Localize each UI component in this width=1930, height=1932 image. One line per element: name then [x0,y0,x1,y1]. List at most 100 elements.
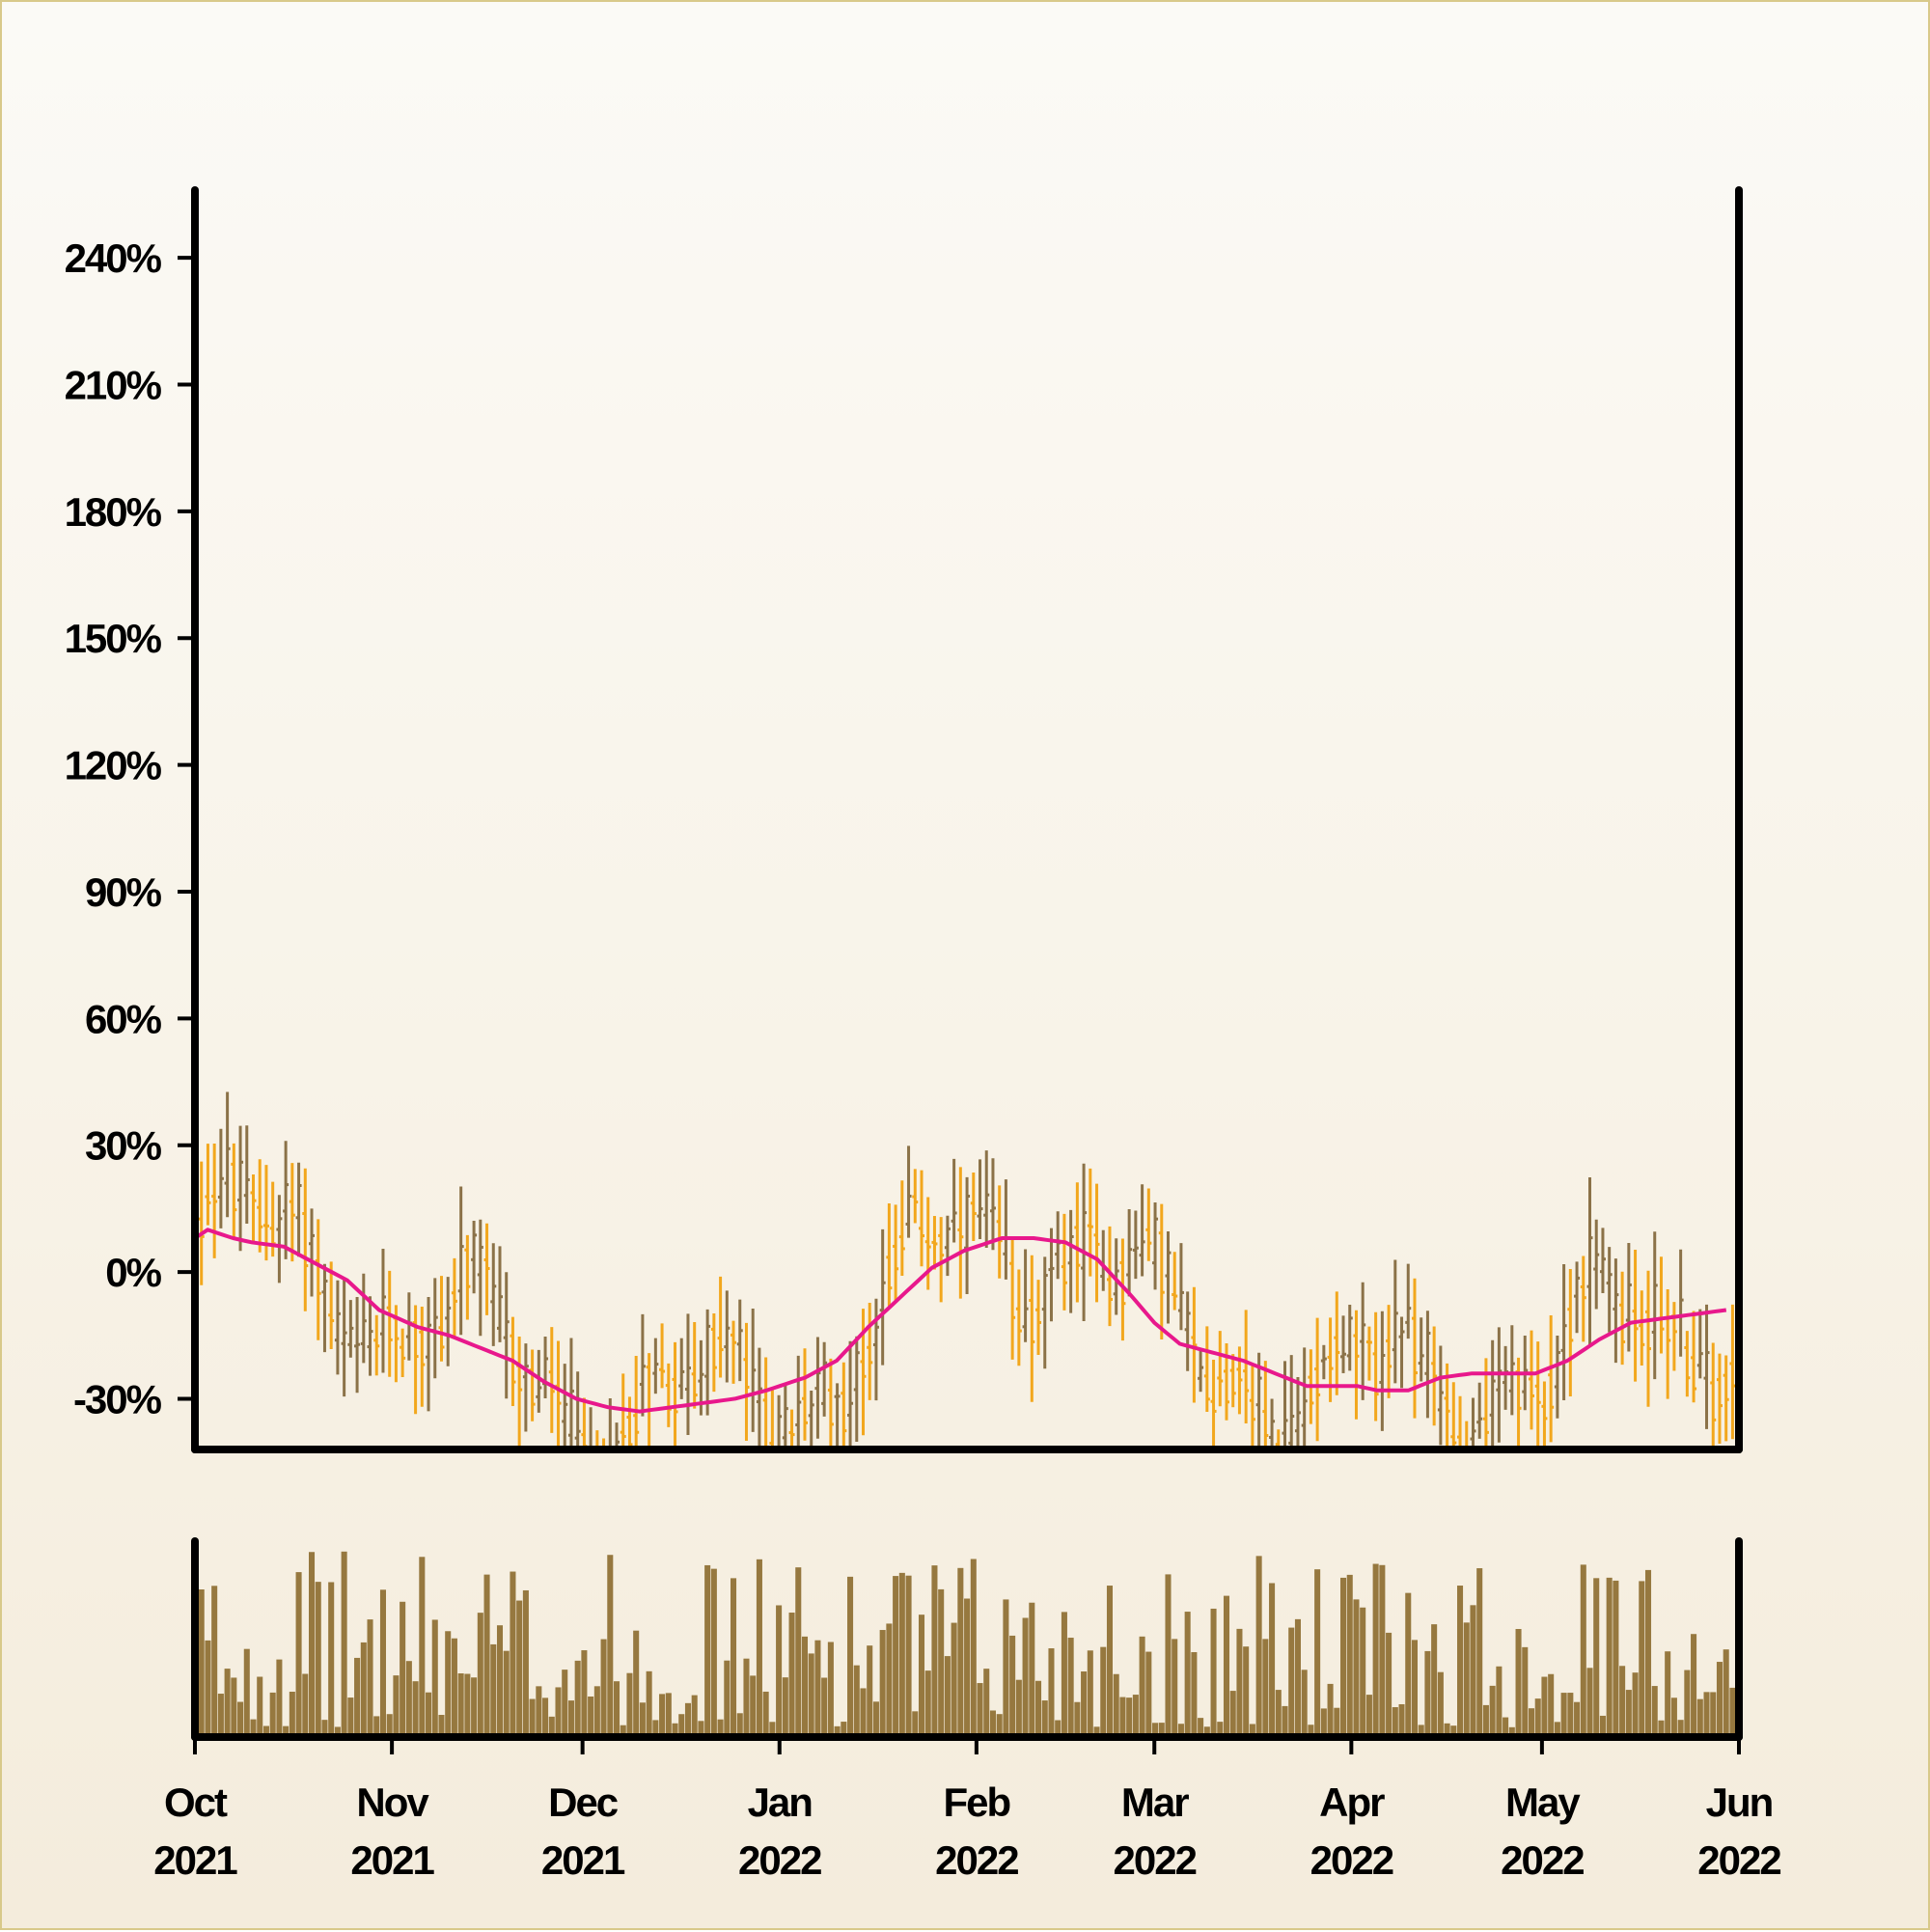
ohlc-bar [704,1309,711,1416]
volume-bar [496,1625,504,1737]
ohlc-bar [1670,1302,1677,1371]
y-tick-label: 240% [65,235,162,281]
ohlc-bar [205,1144,211,1226]
volume-bar [276,1659,283,1737]
volume-bar [412,1681,419,1737]
volume-bar [1100,1646,1107,1737]
ohlc-bar [717,1276,724,1378]
volume-bar [347,1697,354,1737]
volume-bar [1203,1726,1210,1737]
ohlc-bar [951,1158,957,1243]
volume-bar [867,1645,873,1737]
volume-bar [289,1692,295,1737]
x-tick-label-year: 2022 [738,1837,821,1883]
volume-bar [1729,1687,1736,1737]
ohlc-bar [1365,1326,1372,1381]
volume-bar [1444,1723,1450,1737]
volume-bar [1152,1723,1159,1737]
ohlc-bar [451,1257,457,1337]
ohlc-bar [302,1168,309,1311]
ohlc-bar [1465,1421,1469,1448]
volume-bar [1269,1583,1276,1737]
volume-bar [1158,1723,1165,1737]
volume-bar [1691,1634,1697,1737]
volume-bar [205,1640,211,1737]
volume-bar [1489,1685,1496,1737]
ohlc-bar [1346,1304,1353,1371]
ohlc-bar [516,1337,523,1447]
ohlc-bar [529,1349,536,1421]
ohlc-bar [1398,1316,1405,1389]
volume-bar [1522,1646,1529,1737]
ohlc-bar [386,1270,393,1377]
ohlc-bar [334,1280,341,1375]
volume-bar [457,1673,464,1737]
ohlc-bar [1035,1280,1042,1355]
ohlc-bar [1106,1226,1113,1327]
ohlc-bar [243,1125,250,1225]
ohlc-bar [1009,1236,1016,1360]
y-ticks-group: -30% 0% 30% 60% 90% 120% 150% 180% 210% 240% [65,235,195,1421]
ohlc-bar [1334,1291,1340,1395]
ohlc-bar [1269,1398,1276,1448]
volume-bar [1139,1636,1145,1737]
volume-bar [1106,1586,1114,1737]
volume-bar [731,1578,737,1737]
volume-bar [1437,1671,1444,1737]
volume-bar [426,1692,432,1737]
ohlc-bar [756,1347,762,1448]
ohlc-bar [762,1357,768,1448]
x-tick-label-month: Mar [1121,1780,1189,1825]
ohlc-bar [555,1340,562,1448]
volume-bar [872,1701,879,1737]
volume-bar [328,1582,335,1737]
y-tick-label: 120% [65,743,162,788]
ohlc-bar [1022,1249,1029,1342]
volume-bar [367,1619,373,1737]
ohlc-bar [1320,1344,1327,1380]
volume-bar [231,1677,237,1737]
ohlc-bar [827,1358,834,1448]
ohlc-bar [659,1323,666,1389]
y-tick-label: 30% [85,1123,162,1169]
volume-bar [1411,1640,1419,1737]
ohlc-bar [879,1228,886,1366]
ohlc-bar [905,1145,912,1238]
volume-bar [1145,1651,1152,1737]
ohlc-bar [867,1302,873,1400]
ohlc-bar [1476,1382,1483,1439]
volume-bar [801,1636,809,1737]
volume-bar [1431,1624,1438,1737]
y-tick-label: 150% [65,616,162,661]
ohlc-bar [750,1309,757,1432]
ohlc-bar [1217,1331,1224,1407]
y-tick-label: 0% [105,1250,161,1295]
volume-bar [588,1696,594,1737]
volume-bar [1639,1581,1645,1737]
ohlc-bar [1061,1213,1067,1311]
ohlc-bar [1372,1311,1379,1421]
volume-bar [788,1613,795,1737]
ohlc-bar [931,1216,938,1270]
ohlc-bar [938,1217,945,1303]
volume-bar [334,1726,341,1737]
ohlc-bar [211,1144,218,1258]
volume-bar [522,1589,529,1737]
x-tick-label-month: Jan [748,1780,813,1825]
volume-bar [1243,1646,1250,1737]
ohlc-bar [665,1363,672,1427]
ohlc-bar [957,1167,964,1299]
ohlc-bar [1723,1355,1729,1442]
x-tick-label-year: 2022 [1501,1837,1584,1883]
volume-bar [1658,1720,1665,1737]
volume-bar [373,1716,380,1737]
y-tick-label: 90% [85,869,162,915]
volume-bars-group [195,1551,1736,1737]
ohlc-bar [996,1185,1003,1279]
ohlc-bar [1041,1256,1048,1369]
ohlc-bar [743,1322,750,1441]
ohlc-bar [354,1297,361,1394]
ohlc-bar [548,1327,555,1433]
volume-bar [1217,1722,1224,1737]
ohlc-bar [542,1336,549,1399]
